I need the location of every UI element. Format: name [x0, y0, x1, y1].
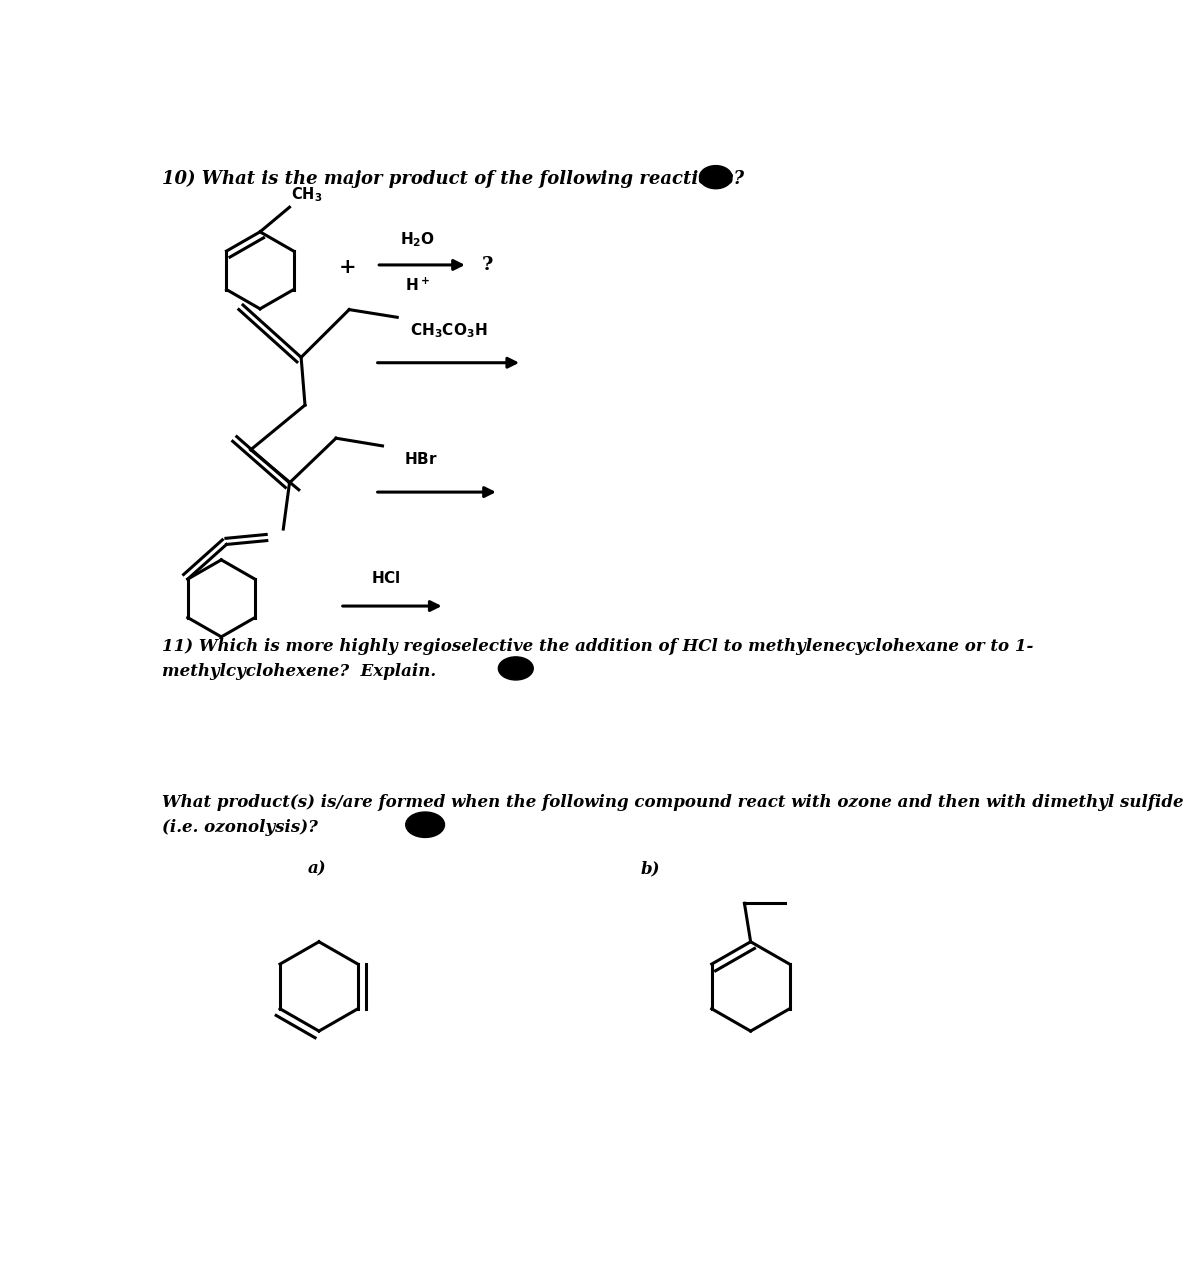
Text: methylcyclohexene?  Explain.: methylcyclohexene? Explain.	[162, 663, 436, 680]
Text: b): b)	[640, 860, 660, 877]
Ellipse shape	[700, 165, 732, 188]
Text: $\mathbf{CH_3}$: $\mathbf{CH_3}$	[292, 186, 323, 205]
Text: 11) Which is more highly regioselective the addition of HCl to methylenecyclohex: 11) Which is more highly regioselective …	[162, 638, 1033, 656]
Ellipse shape	[406, 812, 444, 838]
Text: $\mathbf{H^+}$: $\mathbf{H^+}$	[404, 277, 430, 294]
Text: $\mathbf{HCl}$: $\mathbf{HCl}$	[372, 569, 401, 586]
Text: a): a)	[307, 860, 326, 877]
Text: What product(s) is/are formed when the following compound react with ozone and t: What product(s) is/are formed when the f…	[162, 794, 1183, 811]
Text: $\mathbf{HBr}$: $\mathbf{HBr}$	[404, 451, 438, 468]
Text: 10) What is the major product of the following reactions?: 10) What is the major product of the fol…	[162, 170, 744, 188]
Text: $\mathbf{H_2O}$: $\mathbf{H_2O}$	[400, 230, 434, 249]
Text: (i.e. ozonolysis)?: (i.e. ozonolysis)?	[162, 820, 318, 836]
Ellipse shape	[498, 657, 533, 680]
Text: $\mathbf{CH_3CO_3H}$: $\mathbf{CH_3CO_3H}$	[409, 322, 487, 339]
Text: +: +	[338, 257, 356, 277]
Text: ?: ?	[481, 255, 493, 275]
